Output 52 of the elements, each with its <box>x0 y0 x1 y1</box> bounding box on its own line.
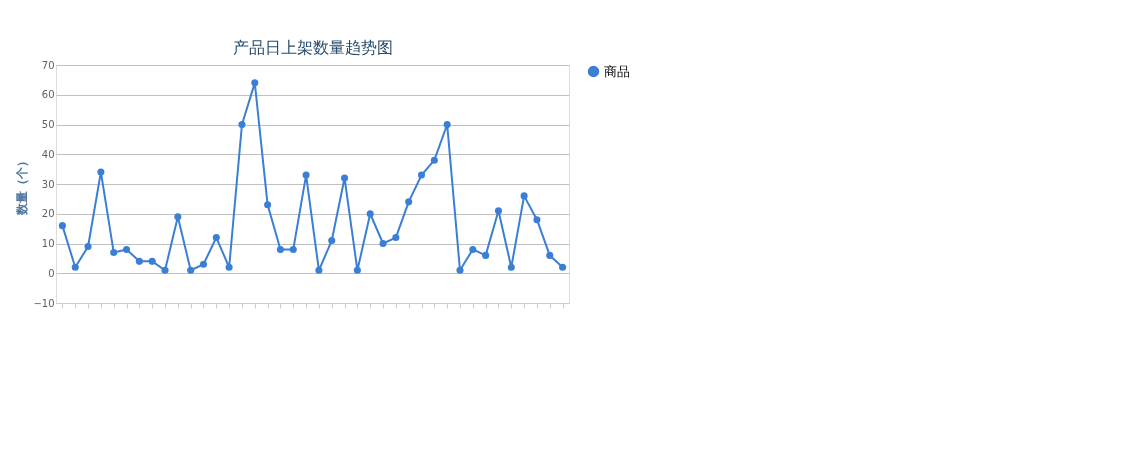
point <box>187 266 195 274</box>
point <box>456 266 464 274</box>
point <box>302 171 310 179</box>
point <box>212 234 220 242</box>
chart-title: 产品日上架数量趋势图 <box>232 38 393 57</box>
point <box>469 245 477 253</box>
point <box>264 201 272 209</box>
point <box>276 245 284 253</box>
point <box>405 198 413 206</box>
y-tick-label: 50 <box>41 119 55 130</box>
point <box>161 266 169 274</box>
legend-label: 商品 <box>604 63 630 79</box>
point <box>315 266 323 274</box>
point <box>341 174 349 182</box>
point <box>110 248 118 256</box>
point <box>392 234 400 242</box>
y-tick-label: 40 <box>41 148 55 160</box>
y-tick-label: 30 <box>41 178 55 190</box>
y-tick-label: 60 <box>41 89 55 101</box>
y-tick-label: 70 <box>41 59 55 71</box>
point <box>417 171 426 179</box>
point <box>123 245 131 253</box>
y-tick-label: 10 <box>41 238 55 249</box>
point <box>366 210 374 218</box>
point <box>520 192 528 200</box>
point <box>328 237 336 245</box>
y-tick-label: −10 <box>33 297 55 309</box>
y-tick-label: 0 <box>48 267 55 279</box>
point <box>546 251 554 259</box>
point <box>494 207 502 215</box>
point <box>559 263 567 271</box>
point <box>430 156 438 164</box>
point <box>238 120 246 129</box>
point <box>482 251 490 259</box>
point <box>289 245 297 253</box>
point <box>353 266 361 274</box>
y-axis-title: 数量（个） <box>15 154 30 216</box>
point <box>148 257 156 265</box>
point <box>507 263 515 271</box>
y-tick-label: 20 <box>41 208 55 220</box>
point <box>443 120 451 129</box>
point <box>199 260 208 268</box>
point <box>58 222 66 230</box>
point <box>533 216 541 224</box>
point <box>97 168 105 176</box>
point <box>225 263 233 271</box>
point <box>251 79 259 87</box>
point <box>71 263 79 271</box>
point <box>379 239 387 248</box>
point <box>135 257 143 265</box>
point <box>84 242 92 250</box>
point <box>174 213 182 221</box>
